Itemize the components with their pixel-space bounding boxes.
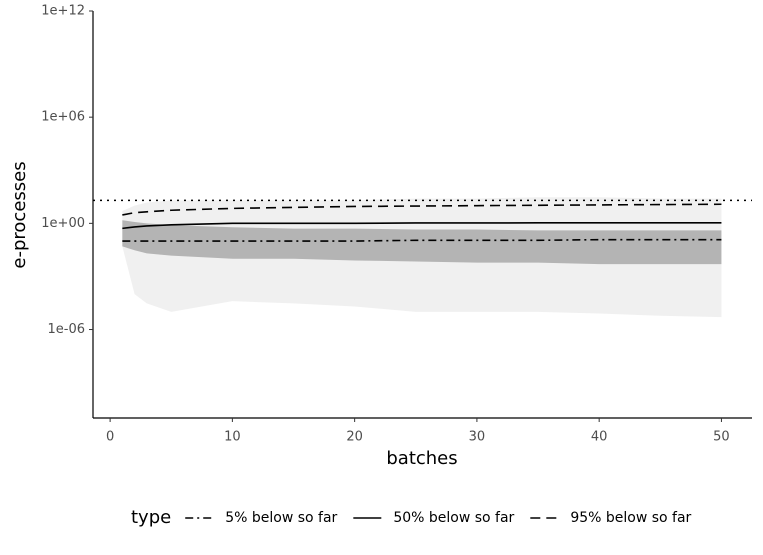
x-tick-label: 0 [106, 430, 114, 445]
series-line [122, 238, 722, 242]
core-area [122, 220, 722, 265]
x-tick-label: 30 [469, 430, 486, 445]
series-line [122, 203, 722, 216]
legend-label: 5% below so far [225, 510, 337, 526]
x-axis-title: batches [386, 448, 457, 469]
y-tick-label: 1e-06 [47, 322, 85, 337]
y-tick-label: 1e+06 [41, 110, 85, 125]
legend-label: 50% below so far [393, 510, 514, 526]
y-axis-title: e-processes [9, 161, 30, 268]
y-tick-label: 1e+00 [41, 216, 85, 231]
y-tick-label: 1e+12 [41, 4, 85, 19]
x-tick-label: 10 [224, 430, 241, 445]
x-tick-label: 20 [346, 430, 363, 445]
series-line [122, 222, 722, 230]
legend-label: 95% below so far [570, 510, 691, 526]
x-tick-label: 40 [591, 430, 608, 445]
legend-title: type [131, 507, 171, 528]
x-tick-label: 50 [713, 430, 730, 445]
